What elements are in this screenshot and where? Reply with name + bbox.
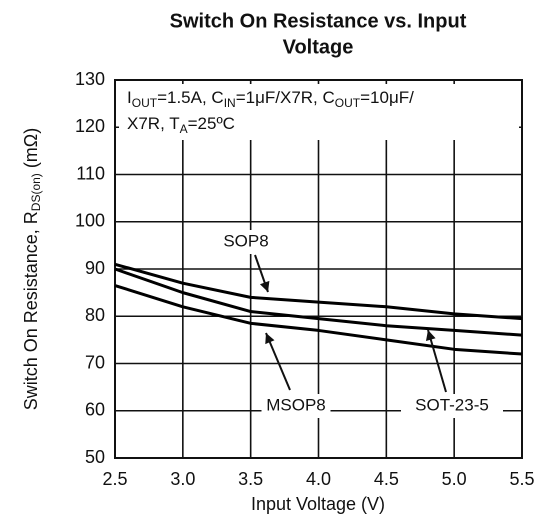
y-tick-label: 60 xyxy=(85,400,105,420)
y-tick-label: 90 xyxy=(85,258,105,278)
series-arrowhead xyxy=(425,330,436,341)
annotation-part: OUT xyxy=(335,96,361,110)
annotation-part: =10μF/ xyxy=(360,88,414,107)
series-label-bg xyxy=(217,230,275,254)
series-arrowhead xyxy=(265,333,275,345)
y-axis-label-part: (mΩ) xyxy=(21,128,41,173)
x-tick-label: 2.5 xyxy=(102,469,127,489)
chart-title: Voltage xyxy=(283,36,354,58)
x-tick-label: 4.0 xyxy=(306,469,331,489)
annotation-part: I xyxy=(127,88,132,107)
series-line xyxy=(114,267,523,337)
x-axis-label: Input Voltage (V) xyxy=(251,494,385,514)
y-axis-label: Switch On Resistance, RDS(on) (mΩ) xyxy=(21,128,43,411)
y-tick-label: 130 xyxy=(75,69,105,89)
annotation-part: A xyxy=(180,122,188,136)
chart-title: Switch On Resistance vs. Input xyxy=(170,10,467,32)
annotation-part: IN xyxy=(224,96,236,110)
y-axis-label-part: DS(on) xyxy=(29,173,43,211)
y-tick-label: 50 xyxy=(85,447,105,467)
series-arrow xyxy=(427,329,447,393)
x-tick-label: 3.0 xyxy=(170,469,195,489)
annotation-part: OUT xyxy=(132,96,158,110)
x-tick-label: 4.5 xyxy=(374,469,399,489)
annotation-part: =1μF/X7R, C xyxy=(236,88,335,107)
series-label-bg xyxy=(401,394,503,418)
y-axis-label-part: Switch On Resistance, R xyxy=(21,211,41,410)
series-label: SOP8 xyxy=(223,231,268,250)
series-label: MSOP8 xyxy=(266,395,326,414)
series-line xyxy=(114,262,523,321)
annotation-bg xyxy=(119,84,519,140)
series-label: SOT-23-5 xyxy=(415,395,489,414)
x-tick-label: 3.5 xyxy=(238,469,263,489)
y-tick-label: 70 xyxy=(85,352,105,372)
x-tick-label: 5.0 xyxy=(442,469,467,489)
x-tick-label: 5.5 xyxy=(509,469,534,489)
annotation-part: X7R, T xyxy=(127,114,180,133)
annotation-part: =1.5A, C xyxy=(157,88,224,107)
annotation-part: =25ºC xyxy=(188,114,235,133)
annotation: X7R, TA=25ºC xyxy=(127,114,235,136)
series-arrowhead xyxy=(259,280,270,292)
y-tick-label: 100 xyxy=(75,211,105,231)
y-tick-label: 80 xyxy=(85,305,105,325)
series-label-bg xyxy=(261,394,331,418)
y-tick-label: 110 xyxy=(76,163,105,183)
annotation: IOUT=1.5A, CIN=1μF/X7R, COUT=10μF/ xyxy=(127,88,414,110)
series-line xyxy=(114,284,523,356)
y-tick-label: 120 xyxy=(75,116,105,136)
series-arrow xyxy=(265,332,291,391)
